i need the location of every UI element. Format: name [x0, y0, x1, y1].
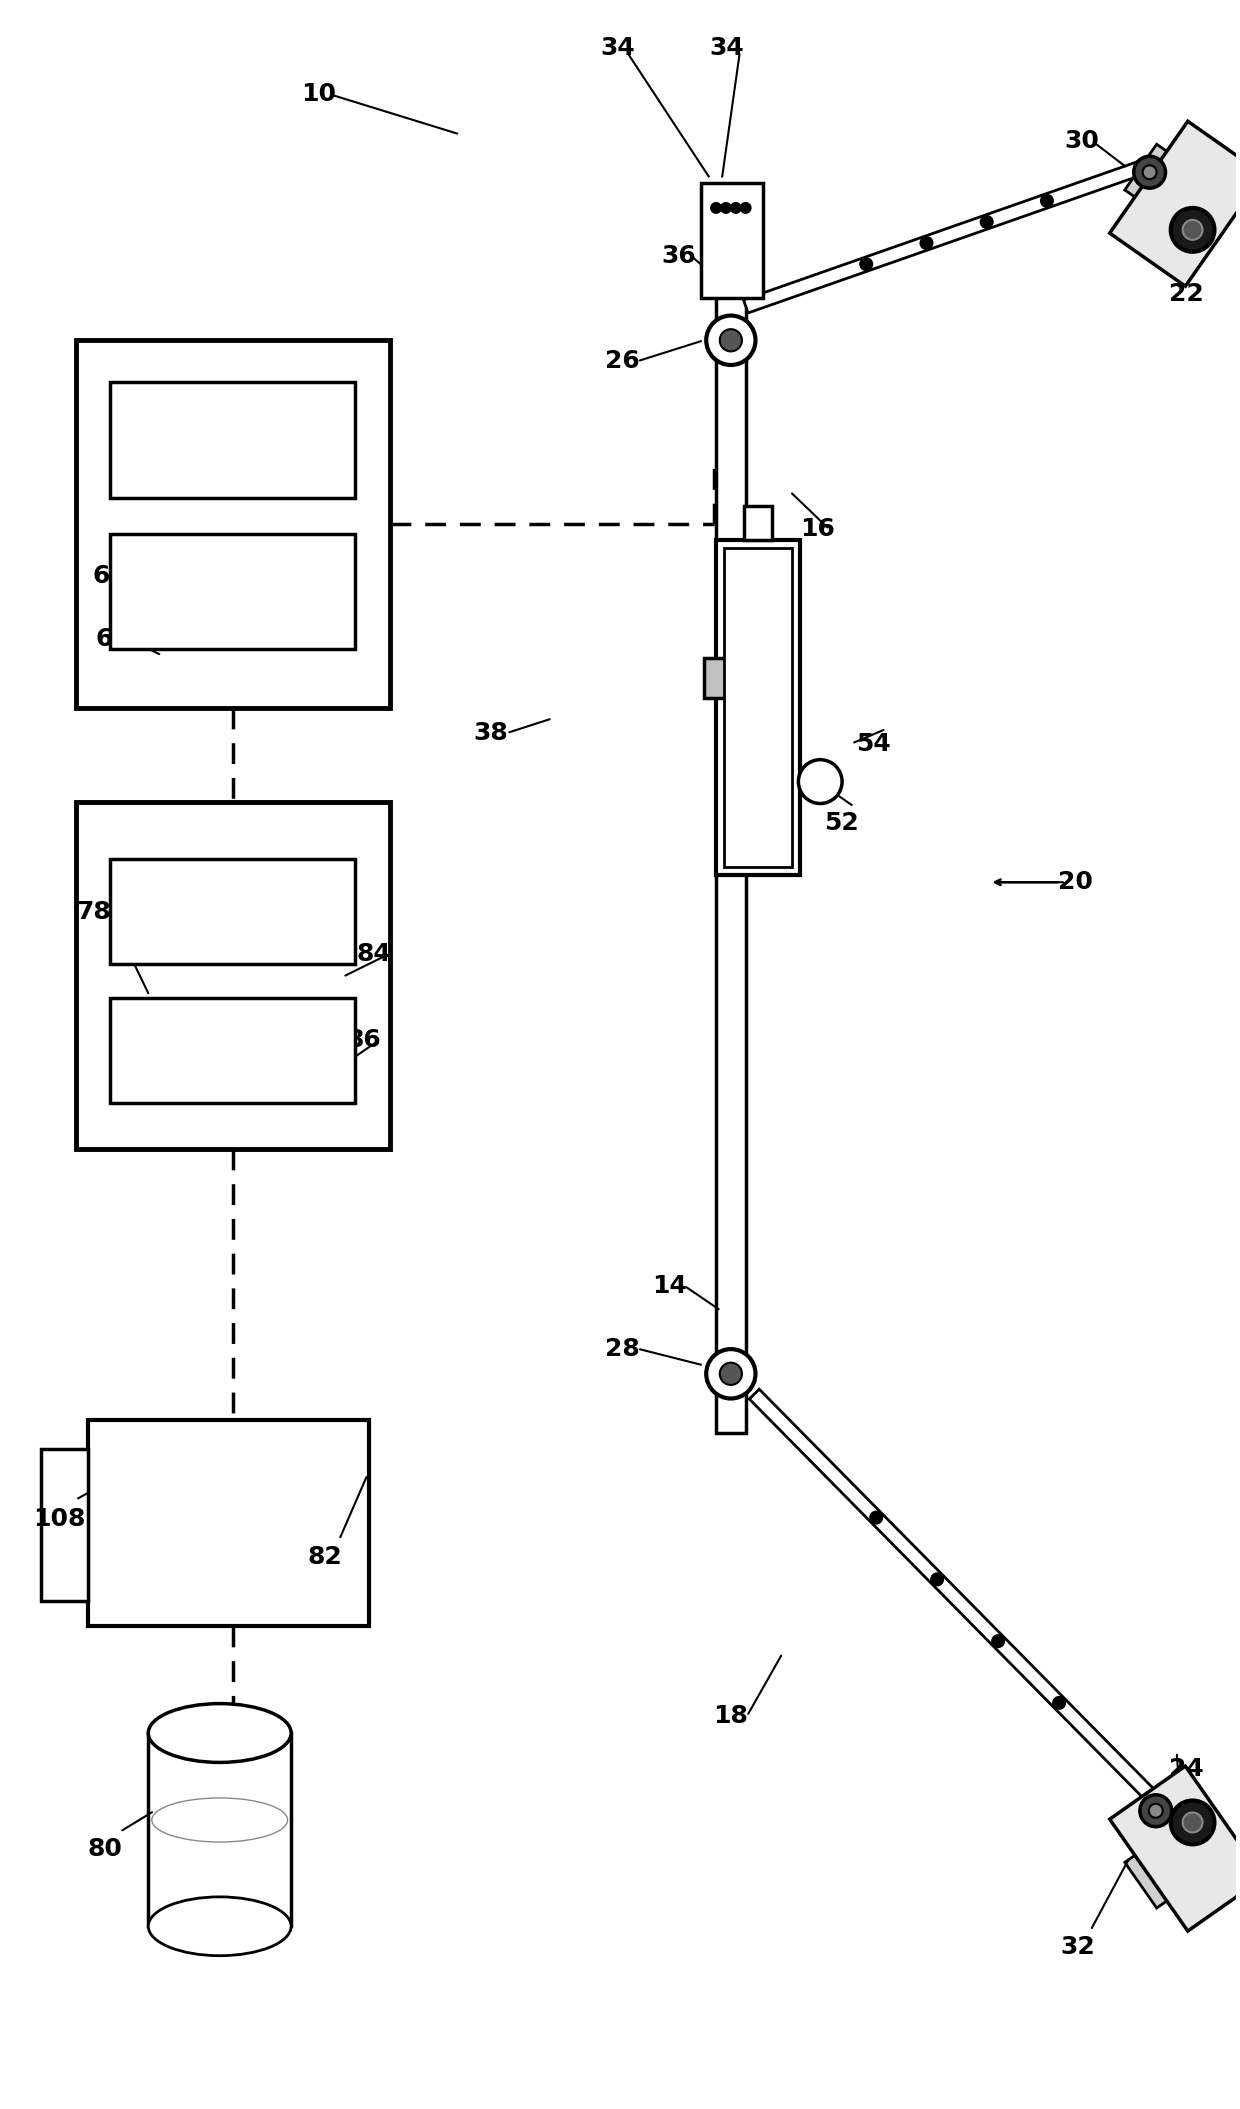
- Circle shape: [920, 236, 932, 249]
- Circle shape: [1053, 1698, 1065, 1708]
- Text: 80: 80: [88, 1837, 123, 1860]
- Circle shape: [861, 257, 872, 270]
- Text: 84: 84: [356, 941, 391, 966]
- Polygon shape: [1125, 1841, 1188, 1909]
- Circle shape: [992, 1634, 1004, 1647]
- Circle shape: [1143, 165, 1157, 179]
- Text: 62: 62: [95, 626, 130, 650]
- Ellipse shape: [149, 1896, 291, 1955]
- Circle shape: [870, 1512, 882, 1523]
- Circle shape: [1140, 1795, 1172, 1826]
- Text: 38: 38: [474, 721, 508, 744]
- Circle shape: [712, 202, 720, 213]
- Bar: [744, 506, 773, 540]
- Text: 78: 78: [77, 901, 112, 924]
- Bar: [41, 1449, 88, 1601]
- Circle shape: [1183, 219, 1203, 240]
- Bar: [702, 183, 763, 297]
- Bar: [88, 1419, 368, 1626]
- Text: 36: 36: [662, 245, 697, 268]
- Circle shape: [799, 759, 842, 804]
- Text: 16: 16: [800, 517, 835, 542]
- Text: 52: 52: [825, 812, 859, 835]
- Polygon shape: [744, 158, 1149, 312]
- Text: 54: 54: [857, 732, 892, 755]
- Circle shape: [1133, 156, 1166, 188]
- Bar: [110, 534, 355, 650]
- Text: 82: 82: [308, 1544, 342, 1569]
- Bar: [724, 548, 792, 867]
- Circle shape: [740, 202, 750, 213]
- Bar: [703, 658, 758, 698]
- Circle shape: [1148, 1803, 1163, 1818]
- Bar: [76, 801, 389, 1149]
- Text: 22: 22: [1169, 283, 1204, 306]
- Circle shape: [707, 1350, 755, 1398]
- Text: 30: 30: [1064, 129, 1100, 152]
- Polygon shape: [1110, 1765, 1240, 1932]
- Text: 10: 10: [301, 82, 336, 105]
- Text: 108: 108: [33, 1506, 86, 1531]
- Text: 32: 32: [1060, 1936, 1096, 1959]
- Circle shape: [1042, 194, 1053, 207]
- Circle shape: [931, 1573, 944, 1586]
- Circle shape: [707, 316, 755, 365]
- Bar: [715, 205, 745, 1432]
- Text: 24: 24: [1169, 1757, 1204, 1780]
- Text: 34: 34: [709, 36, 744, 61]
- Bar: [110, 382, 355, 498]
- Text: 26: 26: [605, 350, 640, 373]
- Circle shape: [981, 215, 993, 228]
- Text: 64: 64: [93, 563, 128, 588]
- Polygon shape: [1110, 120, 1240, 287]
- Ellipse shape: [149, 1704, 291, 1763]
- Circle shape: [1171, 1801, 1214, 1845]
- Text: 28: 28: [605, 1337, 640, 1360]
- Circle shape: [719, 1362, 742, 1386]
- Text: 20: 20: [1058, 871, 1094, 894]
- Bar: [110, 998, 355, 1103]
- Polygon shape: [1125, 143, 1188, 211]
- Text: 34: 34: [600, 36, 635, 61]
- Text: 86: 86: [346, 1027, 381, 1052]
- Circle shape: [719, 329, 742, 352]
- Circle shape: [1171, 209, 1214, 251]
- Text: 14: 14: [652, 1274, 687, 1297]
- Circle shape: [730, 202, 740, 213]
- Text: 12: 12: [258, 396, 293, 420]
- Circle shape: [1183, 1812, 1203, 1833]
- Bar: [76, 340, 389, 709]
- Polygon shape: [749, 1390, 1166, 1812]
- Text: 18: 18: [713, 1704, 748, 1727]
- Bar: [110, 858, 355, 964]
- Bar: [715, 540, 800, 875]
- Circle shape: [720, 202, 730, 213]
